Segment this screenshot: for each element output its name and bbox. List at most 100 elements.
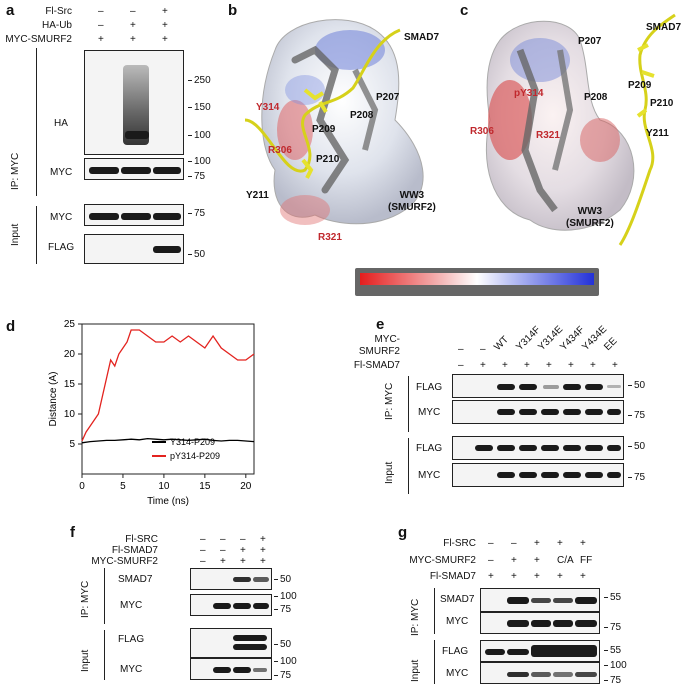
sign-cell: – xyxy=(200,545,206,556)
blot-flag xyxy=(84,234,184,264)
section-input: Input xyxy=(410,659,421,682)
sign-cell: – xyxy=(220,534,226,545)
panel-g-label: g xyxy=(398,524,408,541)
sign-cell: – xyxy=(130,6,136,17)
residue-y211: Y211 xyxy=(646,128,669,139)
row-label-myc-smurf2: MYC-SMURF2 xyxy=(5,34,72,45)
sign-cell: + xyxy=(220,556,226,567)
row-label-fl-src: Fl-SRC xyxy=(443,538,476,549)
residue-p207: P207 xyxy=(578,36,602,47)
series-line-0 xyxy=(81,437,255,444)
sign-cell: + xyxy=(524,360,530,371)
x-tick-label: 20 xyxy=(240,481,252,492)
blot-label-myc: MYC xyxy=(418,407,441,418)
sign-cell: – xyxy=(458,344,464,355)
marker-100: 100 xyxy=(274,656,297,667)
section-divider xyxy=(104,630,105,680)
section-divider xyxy=(434,640,435,684)
residue-r306: R306 xyxy=(470,126,494,137)
residue-p207: P207 xyxy=(376,92,400,103)
blot-label-flag: FLAG xyxy=(48,242,75,253)
residue-p208: P208 xyxy=(350,110,374,121)
section-input: Input xyxy=(384,461,395,484)
sign-cell: – xyxy=(200,534,206,545)
marker-75: 75 xyxy=(187,208,206,219)
row-label-ha-ub: HA-Ub xyxy=(41,20,72,31)
sign-cell: – xyxy=(220,545,226,556)
marker-100: 100 xyxy=(604,660,627,671)
blot-myc xyxy=(84,204,184,226)
blot-myc xyxy=(480,612,600,634)
x-tick-label: 10 xyxy=(158,481,170,492)
marker-75: 75 xyxy=(603,622,622,633)
sign-cell: + xyxy=(580,571,586,582)
sign-cell: + xyxy=(534,555,540,566)
row-label-myc-smurf2: MYC-SMURF2 xyxy=(358,334,400,357)
section-ip-myc: IP: MYC xyxy=(10,152,21,190)
sign-cell: + xyxy=(580,538,586,549)
blot-ha xyxy=(84,50,184,155)
blot-myc xyxy=(480,662,600,684)
sign-cell: + xyxy=(130,34,136,45)
marker-75: 75 xyxy=(627,472,646,483)
structure-image-c xyxy=(485,13,676,246)
blot-myc xyxy=(452,400,624,424)
residue-r321: R321 xyxy=(318,232,342,243)
row-label-fl-smad7: Fl-SMAD7 xyxy=(111,545,158,556)
section-divider xyxy=(36,48,37,196)
marker-50: 50 xyxy=(273,639,292,650)
marker-55: 55 xyxy=(603,645,622,656)
domain-label: WW3 (SMURF2) xyxy=(388,190,436,213)
residue-py314: pY314 xyxy=(514,88,544,99)
blot-smad7 xyxy=(190,568,272,590)
y-tick-label: 10 xyxy=(64,409,76,420)
row-label-fl-smad7: Fl-SMAD7 xyxy=(353,360,400,371)
residue-p209: P209 xyxy=(312,124,336,135)
blot-label-flag: FLAG xyxy=(416,443,443,454)
sign-cell: + xyxy=(260,545,266,556)
sign-cell: + xyxy=(546,360,552,371)
blot-flag xyxy=(480,640,600,662)
marker-50: 50 xyxy=(273,574,292,585)
marker-50: 50 xyxy=(627,441,646,452)
marker-100: 100 xyxy=(274,591,297,602)
sign-cell: + xyxy=(557,571,563,582)
blot-label-smad7: SMAD7 xyxy=(440,594,475,605)
distance-chart: 0 5 10 15 20 5 10 15 20 25 Time (ns) Distance (A) Y3… xyxy=(48,320,255,507)
row-label-fl-src: Fl-Src xyxy=(45,6,72,17)
section-divider xyxy=(434,588,435,634)
legend-label: pY314-P209 xyxy=(170,451,220,461)
residue-r306: R306 xyxy=(268,145,292,156)
sign-cell: + xyxy=(240,545,246,556)
blot-myc xyxy=(190,594,272,616)
sign-cell: – xyxy=(98,20,104,31)
column-label: Y314F xyxy=(514,324,543,353)
row-label-myc-smurf2: MYC-SMURF2 xyxy=(409,555,476,566)
sign-cell: – xyxy=(488,538,494,549)
blot-label-myc: MYC xyxy=(50,212,73,223)
structure-image-b xyxy=(244,19,424,225)
smad7-label: SMAD7 xyxy=(404,32,440,43)
y-tick-label: 25 xyxy=(64,320,76,330)
blot-label-flag: FLAG xyxy=(118,634,145,645)
y-tick-label: 20 xyxy=(64,349,76,360)
marker-50: 50 xyxy=(627,380,646,391)
sign-cell: – xyxy=(98,6,104,17)
y-tick-label: 5 xyxy=(69,439,75,450)
sign-cell: + xyxy=(612,360,618,371)
blot-label-myc: MYC xyxy=(418,470,441,481)
marker-75: 75 xyxy=(273,670,292,681)
blot-label-myc: MYC xyxy=(50,167,73,178)
marker-100: 100 xyxy=(188,130,211,141)
panel-b-label: b xyxy=(228,2,238,19)
sign-cell: + xyxy=(162,6,168,17)
blot-label-flag: FLAG xyxy=(442,646,469,657)
sign-cell: + xyxy=(511,555,517,566)
column-label: EE xyxy=(602,335,620,353)
y-tick-label: 15 xyxy=(64,379,76,390)
row-label-fl-src: Fl-SRC xyxy=(125,534,158,545)
x-tick-label: 0 xyxy=(79,481,85,492)
section-ip-myc: IP: MYC xyxy=(80,580,91,618)
blot-label-myc: MYC xyxy=(120,600,143,611)
blot-myc xyxy=(452,463,624,487)
